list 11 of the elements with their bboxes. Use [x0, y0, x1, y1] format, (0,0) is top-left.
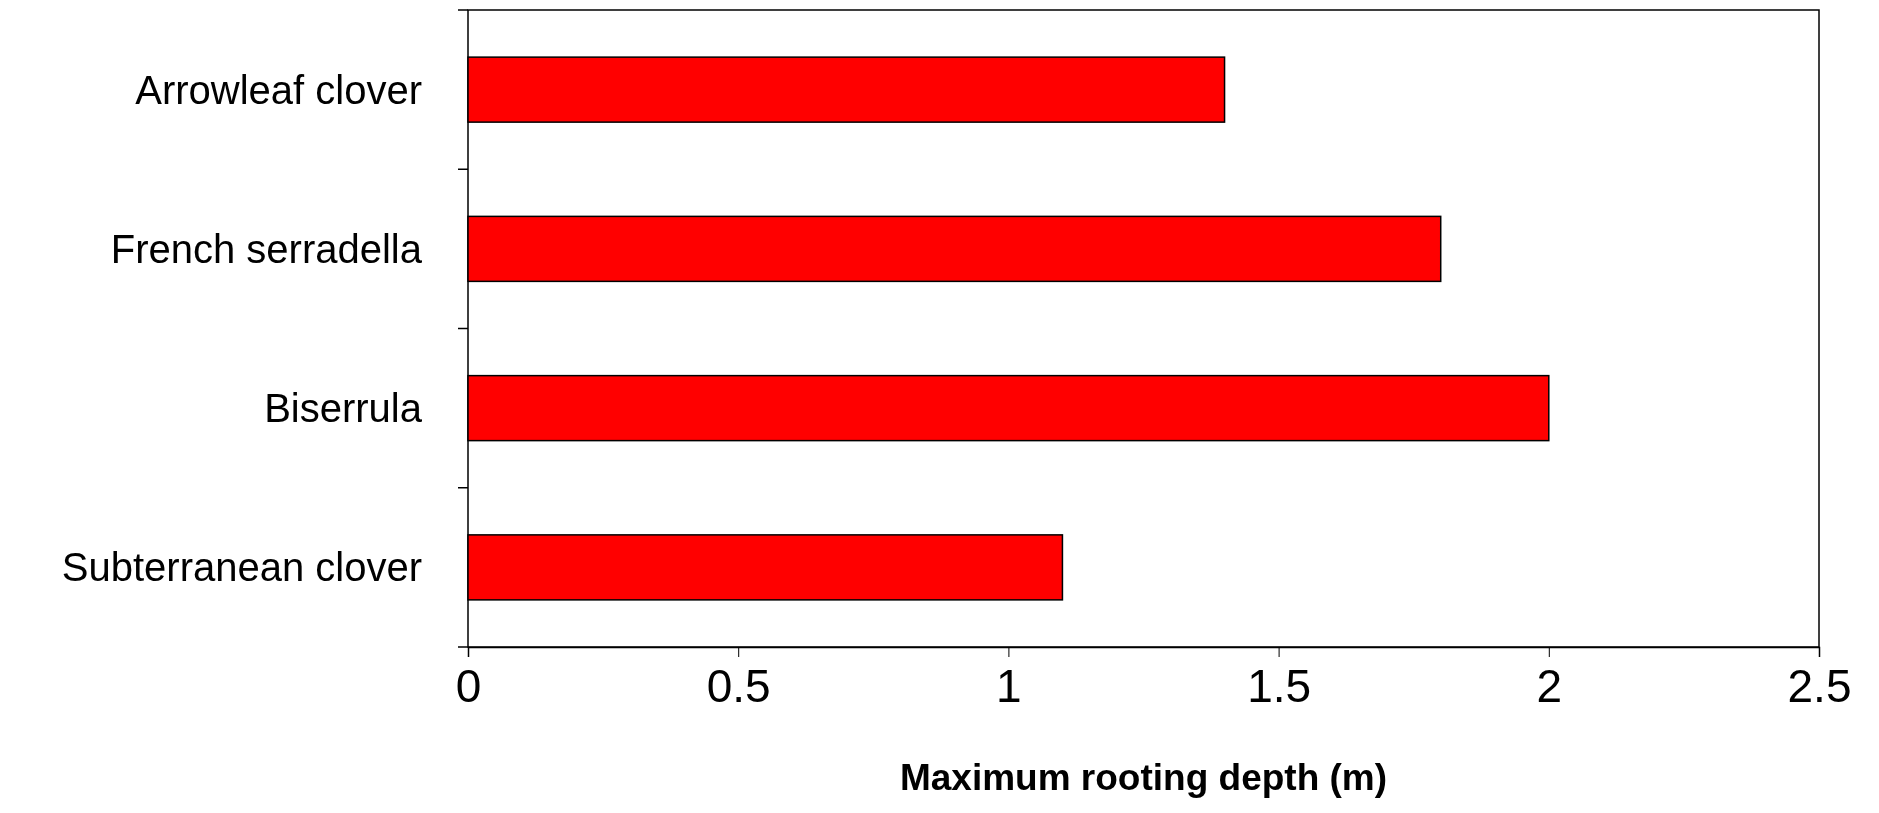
x-axis-title: Maximum rooting depth (m) — [899, 757, 1388, 798]
y-tick-label: Arrowleaf clover — [135, 67, 422, 112]
y-tick-label: French serradella — [110, 226, 423, 271]
y-tick-label: Biserrula — [264, 386, 423, 431]
x-tick-label: 2.5 — [1787, 659, 1852, 712]
x-tick-label: 0.5 — [706, 659, 771, 712]
x-tick-label: 2 — [1536, 659, 1563, 712]
x-tick-label: 1 — [996, 659, 1022, 712]
x-tick-label: 1.5 — [1247, 659, 1312, 712]
y-tick-label: Subterranean clover — [61, 545, 422, 590]
x-tick-label: 0 — [455, 659, 482, 712]
